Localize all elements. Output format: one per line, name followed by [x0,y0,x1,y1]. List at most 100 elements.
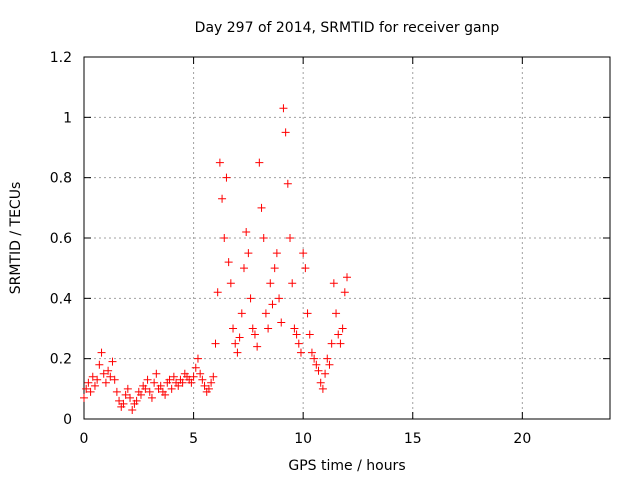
data-point [296,348,305,357]
data-point [259,234,268,242]
data-point [314,366,323,375]
data-point [261,309,270,318]
data-point [80,393,88,402]
y-axis-label: SRMTID / TECUs [8,182,24,295]
data-point [161,390,170,399]
data-point [246,294,255,303]
x-tick-label: 20 [513,431,531,447]
x-tick-label: 10 [294,431,312,447]
data-point [193,354,202,363]
data-point [112,387,121,396]
x-axis-label: GPS time / hours [288,458,405,474]
data-point [143,375,152,384]
y-tick-labels: 0 0.2 0.4 0.6 0.8 1 1.2 [50,50,72,428]
data-point [283,179,292,188]
data-point [307,348,316,357]
data-point [167,384,176,393]
data-point [165,375,174,384]
data-point [268,300,277,309]
data-point [248,324,257,333]
data-point [84,378,93,387]
data-point [229,324,238,333]
data-point [215,158,224,167]
data-point [147,393,156,402]
data-point [196,369,205,378]
y-tick-label: 0 [63,412,72,428]
data-point [187,378,196,387]
data-point [323,354,332,363]
data-point [213,288,222,297]
plot-frame [83,56,611,420]
data-point [275,294,284,303]
x-tick-label: 5 [189,431,198,447]
data-point [292,330,301,339]
data-point [106,372,115,381]
data-point [99,369,108,378]
data-point [250,330,259,339]
data-point [231,339,240,348]
data-point [336,339,345,348]
data-point [132,396,141,405]
data-point [211,339,220,348]
data-point [301,264,310,273]
data-point [121,390,130,399]
data-point [174,381,183,390]
data-point [281,128,290,137]
y-tick-label: 0.2 [50,352,72,368]
data-point [207,378,216,387]
data-point [226,279,235,288]
data-point [198,375,207,384]
data-point [90,381,99,390]
data-point [104,366,113,375]
data-point [233,348,242,357]
x-tick-label: 15 [404,431,422,447]
data-point [290,324,299,333]
data-point [318,384,327,393]
data-point [119,399,128,408]
data-point [334,330,343,339]
data-point [343,273,351,282]
data-point [191,363,200,372]
data-point [209,372,218,381]
data-point [224,258,233,267]
data-point [93,375,102,384]
data-point [294,339,303,348]
data-point [257,203,266,212]
data-point [150,378,159,387]
data-point [277,318,286,327]
grid-lines [84,57,610,419]
data-point [272,249,281,258]
data-point [239,264,248,273]
data-point [332,309,341,318]
data-point [141,384,150,393]
data-point [218,194,227,203]
y-tick-label: 1.2 [50,50,72,66]
data-point [136,390,145,399]
data-point [178,378,187,387]
data-point [115,396,124,405]
data-point [288,279,297,288]
data-point [145,387,154,396]
data-point [299,249,308,258]
data-point [169,372,178,381]
data-point [325,360,334,369]
data-point [86,387,95,396]
data-point [189,372,198,381]
chart-title: Day 297 of 2014, SRMTID for receiver gan… [195,20,500,36]
data-point [312,360,321,369]
data-point [305,330,314,339]
data-point [82,384,91,393]
data-point [156,381,165,390]
y-tick-label: 0.4 [50,291,72,307]
data-point [110,375,119,384]
data-point [316,378,325,387]
y-tick-label: 1 [63,110,72,126]
data-point [338,324,347,333]
data-point [204,384,213,393]
data-point [329,279,338,288]
y-tick-label: 0.8 [50,171,72,187]
data-point [128,405,137,414]
data-point [327,339,336,348]
data-point [270,264,279,273]
